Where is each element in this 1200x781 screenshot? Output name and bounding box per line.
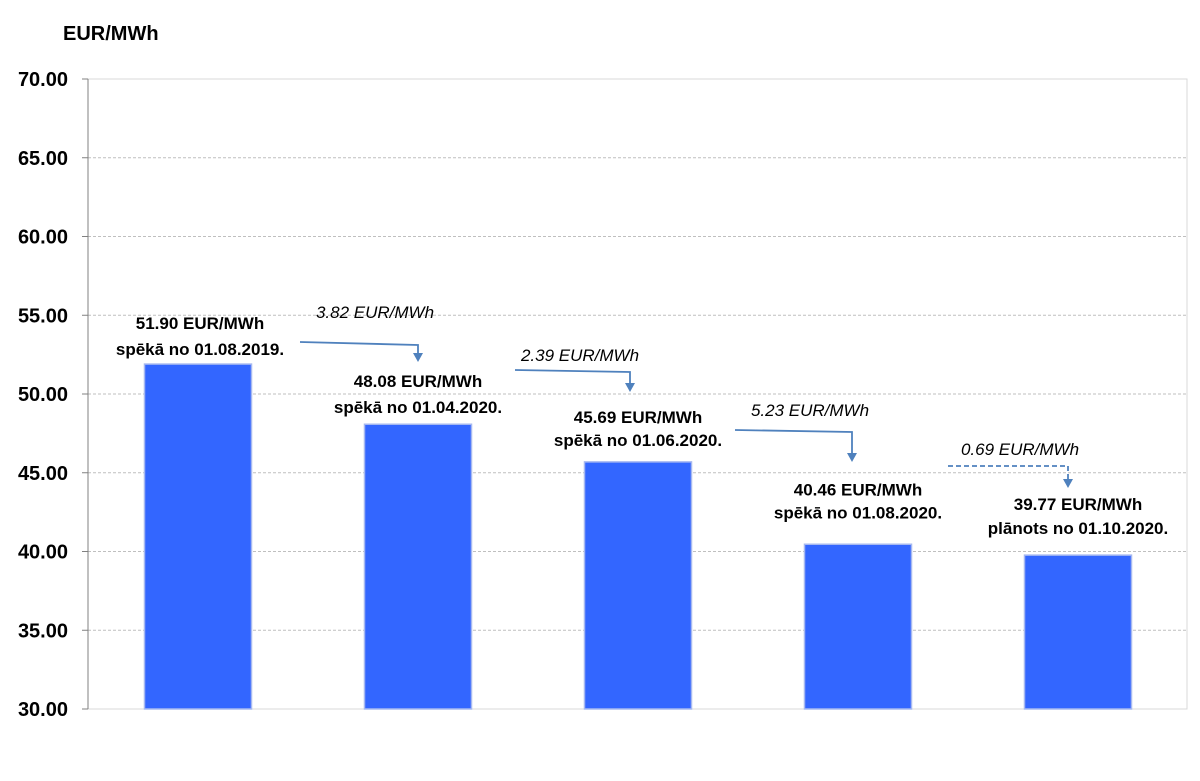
data-label: spēkā no 01.08.2020. (774, 503, 942, 522)
bar (1023, 554, 1133, 710)
y-tick-label: 50.00 (18, 384, 68, 406)
arrowhead-icon (625, 383, 635, 392)
y-tick-label: 40.00 (18, 542, 68, 564)
change-label: 3.82 EUR/MWh (316, 303, 434, 322)
y-tick-label: 35.00 (18, 620, 68, 642)
data-label: spēkā no 01.06.2020. (554, 431, 722, 450)
arrowhead-icon (1063, 479, 1073, 488)
y-tick-label: 30.00 (18, 699, 68, 721)
y-tick-label: 45.00 (18, 463, 68, 485)
y-tick-label: 55.00 (18, 305, 68, 327)
bar (803, 543, 913, 710)
bar (363, 423, 473, 710)
data-label: spēkā no 01.08.2019. (116, 340, 284, 359)
y-tick-label: 65.00 (18, 148, 68, 170)
data-label: 40.46 EUR/MWh (794, 480, 922, 499)
change-label: 0.69 EUR/MWh (961, 440, 1079, 459)
data-label: plānots no 01.10.2020. (988, 519, 1168, 538)
change-arrow (734, 429, 853, 454)
bar (143, 363, 253, 710)
y-axis-unit-label: EUR/MWh (63, 23, 159, 45)
data-label: 45.69 EUR/MWh (574, 408, 702, 427)
y-tick-label: 70.00 (18, 69, 68, 91)
change-arrow (299, 341, 419, 354)
change-label: 2.39 EUR/MWh (520, 346, 639, 365)
bar (583, 461, 693, 710)
arrowhead-icon (413, 353, 423, 362)
arrowhead-icon (847, 453, 857, 462)
data-label: 48.08 EUR/MWh (354, 372, 482, 391)
data-label: 51.90 EUR/MWh (136, 314, 264, 333)
data-label: spēkā no 01.04.2020. (334, 398, 502, 417)
change-label: 5.23 EUR/MWh (751, 401, 869, 420)
change-arrow (948, 465, 1069, 480)
data-label: 39.77 EUR/MWh (1014, 495, 1142, 514)
y-tick-label: 60.00 (18, 227, 68, 249)
change-arrow (514, 369, 631, 384)
